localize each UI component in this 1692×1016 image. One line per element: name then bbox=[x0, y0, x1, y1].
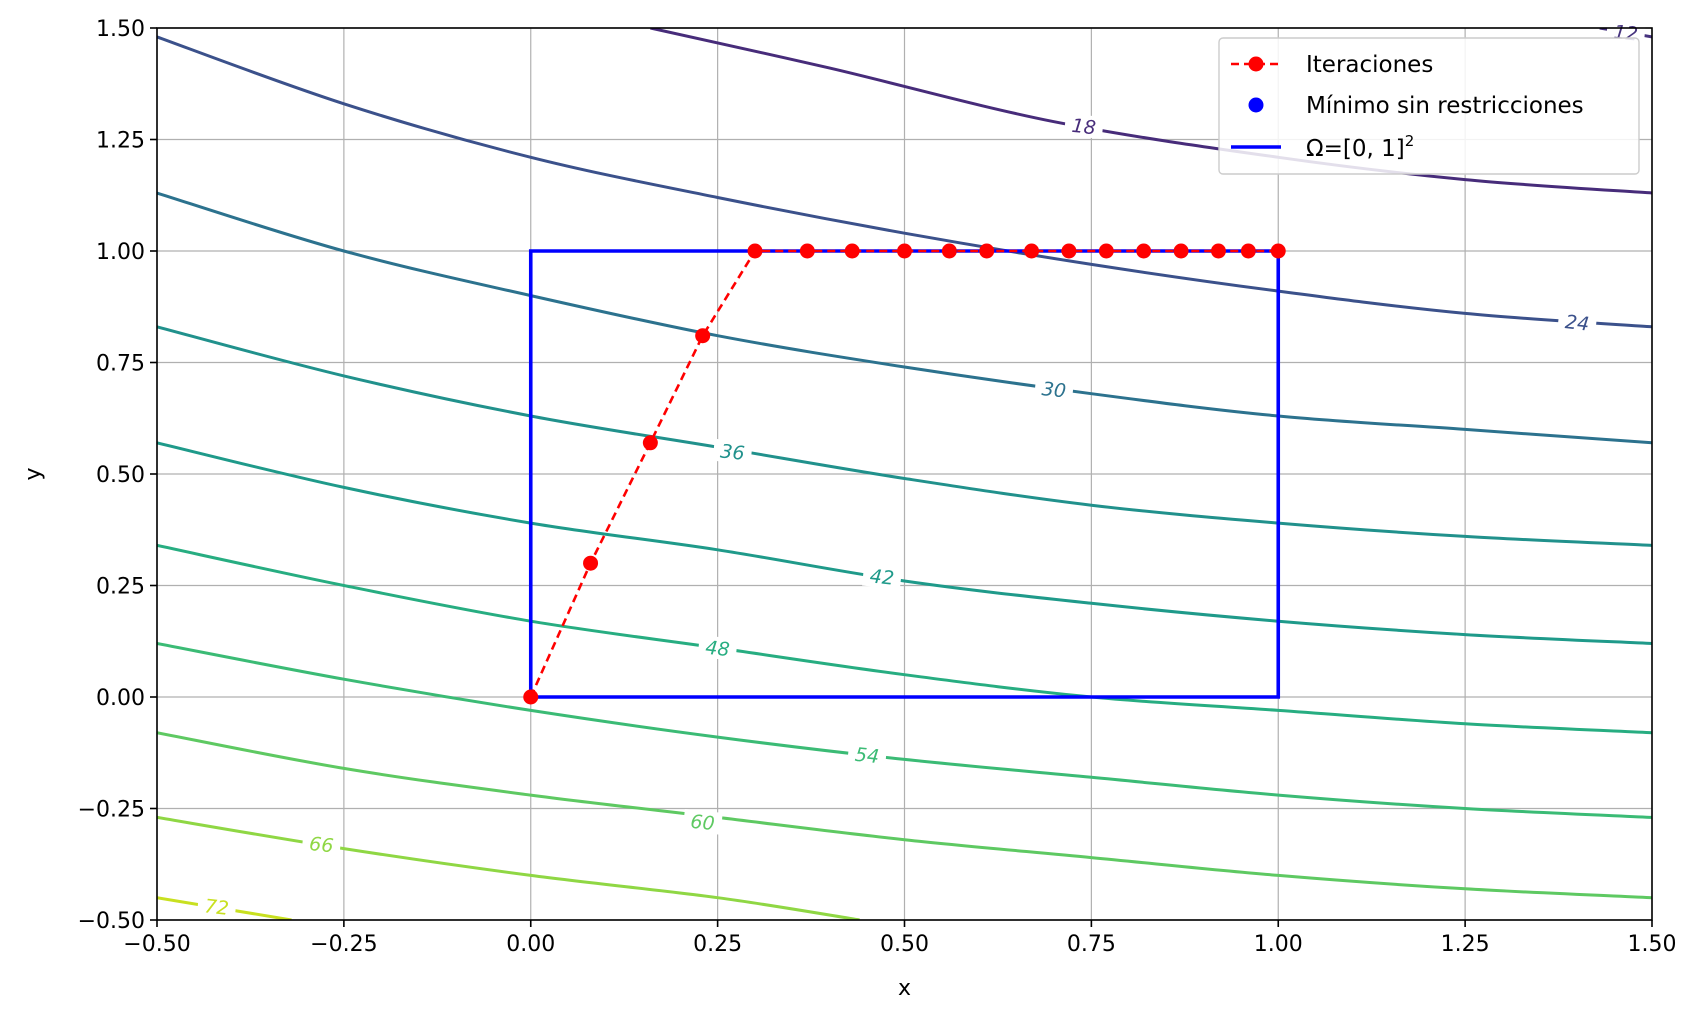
iteration-point-14 bbox=[1173, 243, 1189, 259]
contour-label-36: 36 bbox=[719, 440, 745, 464]
iteration-point-6 bbox=[844, 243, 860, 259]
contour-label-gap-48 bbox=[697, 635, 738, 661]
legend-label-iteraciones: Iteraciones bbox=[1306, 52, 1433, 78]
y-tick-label-0: −0.50 bbox=[78, 909, 145, 934]
contour-label-48: 48 bbox=[704, 637, 730, 661]
contour-line-36 bbox=[157, 325, 1652, 547]
contour-label-72: 72 bbox=[204, 895, 230, 919]
contour-line-42 bbox=[157, 441, 1652, 645]
axis-ticks: −0.50 −0.25 0.00 0.25 0.50 0.75 1.00 1.25 1.50 −0… bbox=[78, 17, 1677, 957]
contour-label-54: 54 bbox=[854, 744, 880, 768]
x-tick-label-6: 1.00 bbox=[1254, 932, 1303, 957]
contour-line-60 bbox=[157, 731, 1652, 900]
iteration-point-10 bbox=[1024, 243, 1040, 259]
legend: Iteraciones Mínimo sin restricciones Ω=[… bbox=[1218, 37, 1640, 175]
x-tick-label-7: 1.25 bbox=[1441, 932, 1490, 957]
iteration-point-15 bbox=[1210, 243, 1226, 259]
iteration-point-16 bbox=[1240, 243, 1256, 259]
contour-line-18 bbox=[650, 28, 1652, 195]
y-tick-label-7: 1.25 bbox=[96, 129, 145, 154]
iterations-series bbox=[523, 243, 1286, 705]
y-tick-label-6: 1.00 bbox=[96, 240, 145, 265]
contour-label-30: 30 bbox=[1041, 378, 1067, 402]
y-tick-label-4: 0.50 bbox=[96, 463, 145, 488]
contour-label-24: 24 bbox=[1564, 311, 1590, 335]
x-tick-label-2: 0.00 bbox=[506, 932, 555, 957]
y-axis-label: y bbox=[21, 467, 46, 480]
contour-label-gap-24 bbox=[1557, 309, 1598, 336]
x-tick-label-0: −0.50 bbox=[123, 932, 190, 957]
iteration-point-13 bbox=[1136, 243, 1152, 259]
iteration-point-3 bbox=[695, 328, 711, 344]
contour-label-gap-42 bbox=[862, 563, 903, 590]
legend-label-omega-sup: 2 bbox=[1405, 132, 1415, 150]
y-tick-label-1: −0.25 bbox=[78, 798, 145, 823]
legend-box bbox=[1218, 37, 1640, 175]
contour-label-60: 60 bbox=[689, 811, 715, 835]
legend-marker-iteraciones bbox=[1248, 56, 1264, 72]
contour-label-gap-18 bbox=[1063, 113, 1104, 140]
contour-label-gap-66 bbox=[301, 831, 342, 858]
iteration-point-8 bbox=[941, 243, 957, 259]
x-tick-label-5: 0.75 bbox=[1067, 932, 1116, 957]
y-tick-label-3: 0.25 bbox=[96, 575, 145, 600]
contour-lines bbox=[157, 28, 1652, 920]
contour-line-54 bbox=[157, 642, 1652, 819]
iteration-point-1 bbox=[583, 555, 599, 571]
contour-line-30 bbox=[157, 191, 1652, 445]
contour-label-gap-54 bbox=[847, 742, 888, 768]
x-axis-label: x bbox=[898, 976, 911, 1001]
iteration-point-5 bbox=[799, 243, 815, 259]
contour-label-42: 42 bbox=[869, 565, 895, 589]
legend-item-iteraciones: Iteraciones bbox=[1231, 52, 1433, 78]
y-tick-label-2: 0.00 bbox=[96, 686, 145, 711]
legend-label-omega: Ω=[0, 1]2 bbox=[1306, 132, 1414, 162]
contour-line-66 bbox=[157, 815, 860, 920]
legend-label-omega-base: Ω=[0, 1] bbox=[1306, 136, 1405, 162]
iteration-point-17 bbox=[1270, 243, 1286, 259]
contour-label-gap-30 bbox=[1033, 376, 1075, 403]
y-tick-label-8: 1.50 bbox=[96, 17, 145, 42]
y-tick-label-5: 0.75 bbox=[96, 352, 145, 377]
iteration-point-12 bbox=[1098, 243, 1114, 259]
contour-label-66: 66 bbox=[308, 833, 334, 857]
x-tick-label-3: 0.25 bbox=[693, 932, 742, 957]
contour-line-24 bbox=[157, 35, 1652, 329]
iteration-point-0 bbox=[523, 689, 539, 705]
contour-label-gap-72 bbox=[196, 893, 237, 920]
iteration-point-2 bbox=[642, 435, 658, 451]
iterations-line bbox=[529, 249, 1279, 698]
legend-marker-minimo bbox=[1248, 97, 1264, 113]
contour-label-18: 18 bbox=[1071, 115, 1097, 139]
x-tick-label-8: 1.50 bbox=[1628, 932, 1677, 957]
x-tick-label-4: 0.50 bbox=[880, 932, 929, 957]
contour-label-gap-36 bbox=[712, 438, 753, 465]
legend-item-omega: Ω=[0, 1]2 bbox=[1231, 132, 1414, 162]
legend-label-minimo: Mínimo sin restricciones bbox=[1306, 93, 1584, 119]
iteration-point-9 bbox=[979, 243, 995, 259]
iteration-point-11 bbox=[1061, 243, 1077, 259]
iteration-point-4 bbox=[747, 243, 763, 259]
x-tick-label-1: −0.25 bbox=[310, 932, 377, 957]
legend-item-minimo: Mínimo sin restricciones bbox=[1248, 93, 1584, 119]
contour-line-48 bbox=[157, 543, 1652, 735]
contour-label-gap-60 bbox=[682, 808, 723, 835]
iteration-point-7 bbox=[897, 243, 912, 259]
